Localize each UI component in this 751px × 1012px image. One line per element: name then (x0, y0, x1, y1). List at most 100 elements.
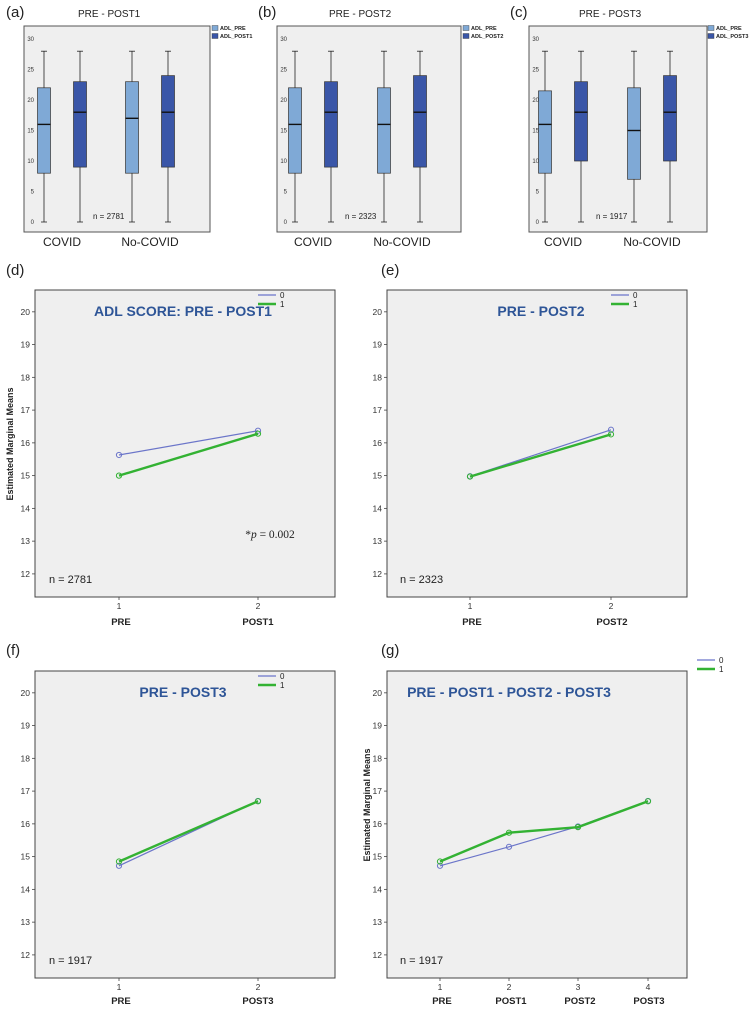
panel-title: PRE - POST1 - POST2 - POST3 (407, 684, 611, 700)
boxplot-panel: (b) PRE - POST2 0 5 10 15 20 25 30 n = 2323 COVID N… (258, 4, 503, 249)
y-tick-label: 12 (373, 950, 383, 960)
y-tick-label: 30 (27, 37, 34, 43)
y-tick-label: 5 (284, 190, 288, 196)
data-point (254, 430, 262, 437)
box (377, 87, 391, 174)
y-tick-label: 25 (532, 68, 539, 74)
y-tick-label: 18 (21, 753, 31, 763)
panel-title: PRE - POST3 (579, 9, 642, 20)
y-tick-label: 30 (532, 37, 539, 43)
plot-area (528, 25, 708, 233)
legend-swatch (707, 33, 715, 39)
legend-label: 1 (280, 681, 285, 690)
x-tick-label: 2 (609, 601, 614, 611)
legend-label: 0 (719, 656, 724, 665)
n-label: n = 2781 (49, 574, 92, 586)
y-tick-label: 5 (536, 190, 540, 196)
y-tick-label: 20 (21, 307, 31, 317)
data-point (436, 858, 444, 865)
data-point (254, 798, 262, 805)
category-label: COVID (544, 235, 582, 249)
y-tick-label: 15 (21, 471, 31, 481)
data-point (574, 824, 582, 831)
data-point (115, 472, 123, 479)
y-tick-label: 14 (21, 503, 31, 513)
panel-label: (f) (6, 642, 20, 659)
box (324, 81, 338, 168)
panel-label: (c) (510, 4, 528, 21)
y-tick-label: 14 (373, 884, 383, 894)
data-point (115, 862, 123, 869)
data-point (644, 798, 652, 805)
data-point (115, 451, 123, 459)
y-axis-label: Estimated Marginal Means (362, 748, 372, 861)
x-category-label: PRE (111, 617, 131, 628)
n-label: n = 1917 (400, 955, 443, 967)
panel-title: PRE - POST2 (497, 303, 584, 319)
y-tick-label: 20 (373, 688, 383, 698)
legend-label: 0 (280, 291, 285, 300)
y-tick-label: 16 (373, 438, 383, 448)
panel-label: (g) (381, 642, 399, 659)
legend-label: 0 (280, 672, 285, 681)
y-tick-label: 13 (21, 536, 31, 546)
y-tick-label: 19 (373, 721, 383, 731)
panel-title: PRE - POST2 (329, 9, 392, 20)
legend-swatch (462, 25, 470, 31)
y-tick-label: 14 (21, 884, 31, 894)
box (125, 81, 139, 174)
box (627, 87, 641, 180)
x-tick-label: 1 (468, 601, 473, 611)
x-tick-label: 1 (438, 982, 443, 992)
category-label: COVID (43, 235, 81, 249)
box (663, 75, 677, 162)
x-tick-label: 4 (646, 982, 651, 992)
box (161, 75, 175, 168)
x-tick-label: 3 (576, 982, 581, 992)
n-label: n = 2323 (400, 574, 443, 586)
y-tick-label: 17 (373, 786, 383, 796)
n-label: n = 2781 (93, 212, 125, 221)
y-tick-label: 17 (373, 405, 383, 415)
plot-area (386, 289, 688, 598)
y-tick-label: 10 (27, 159, 34, 165)
legend-swatch (707, 25, 715, 31)
series-line (439, 800, 649, 863)
x-category-label: POST1 (242, 617, 274, 628)
y-tick-label: 12 (21, 569, 31, 579)
y-tick-label: 15 (280, 129, 287, 135)
y-tick-label: 0 (284, 220, 288, 226)
data-point (436, 862, 444, 869)
x-tick-label: 1 (117, 982, 122, 992)
panel-label: (d) (6, 262, 24, 279)
panel-title: ADL SCORE: PRE - POST1 (94, 303, 272, 319)
x-category-label: PRE (432, 996, 452, 1007)
x-category-label: POST2 (564, 996, 595, 1007)
boxplot-panel: (c) PRE - POST3 0 5 10 15 20 25 30 n = 1917 COVID N… (510, 4, 748, 249)
box (538, 90, 552, 174)
data-point (607, 431, 615, 438)
category-label: No-COVID (121, 235, 179, 249)
data-point (505, 829, 513, 836)
y-tick-label: 15 (21, 852, 31, 862)
n-label: n = 1917 (596, 212, 628, 221)
y-tick-label: 20 (280, 98, 287, 104)
legend-label: ADL_PRE (471, 26, 497, 32)
y-tick-label: 5 (31, 190, 35, 196)
box (574, 81, 588, 162)
x-tick-label: 2 (256, 601, 261, 611)
data-point (607, 426, 615, 433)
y-tick-label: 18 (21, 372, 31, 382)
box (73, 81, 87, 168)
panel-label: (e) (381, 262, 399, 279)
y-tick-label: 18 (373, 372, 383, 382)
category-label: No-COVID (623, 235, 681, 249)
legend-label: 1 (280, 300, 285, 309)
legend-swatch (462, 33, 470, 39)
y-tick-label: 15 (373, 471, 383, 481)
